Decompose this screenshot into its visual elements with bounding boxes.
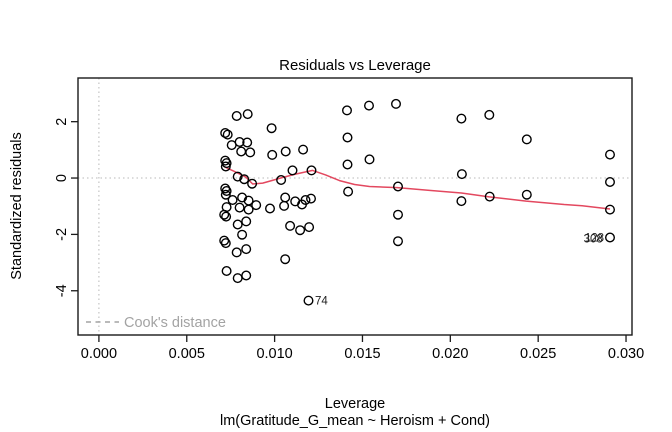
x-tick-label: 0.000 bbox=[81, 346, 117, 362]
data-point bbox=[304, 222, 315, 233]
outlier-label-308: 308 bbox=[584, 234, 603, 246]
data-point bbox=[231, 110, 242, 121]
outlier-data-point bbox=[303, 295, 314, 306]
y-tick-label: 0 bbox=[54, 174, 70, 182]
outlier-data-point bbox=[605, 232, 616, 243]
y-tick-label: 2 bbox=[54, 118, 70, 126]
data-point bbox=[241, 270, 252, 281]
data-point bbox=[364, 100, 375, 111]
data-point bbox=[456, 169, 467, 180]
data-point bbox=[456, 196, 467, 207]
data-point bbox=[276, 174, 287, 185]
data-point bbox=[605, 149, 616, 160]
data-point bbox=[484, 191, 495, 202]
data-point bbox=[242, 109, 253, 120]
y-tick-label: -2 bbox=[54, 228, 70, 241]
data-point bbox=[242, 137, 253, 148]
data-point bbox=[241, 244, 252, 255]
smooth-trend-line bbox=[224, 166, 611, 210]
data-point bbox=[220, 238, 231, 249]
data-point bbox=[342, 159, 353, 170]
data-point bbox=[234, 202, 245, 213]
data-point bbox=[220, 161, 231, 172]
x-tick-label: 0.015 bbox=[344, 346, 380, 362]
x-tick-label: 0.010 bbox=[256, 346, 292, 362]
data-point bbox=[285, 220, 296, 231]
data-point bbox=[484, 109, 495, 120]
outlier-label-74: 74 bbox=[315, 296, 328, 308]
data-point bbox=[364, 154, 375, 165]
x-axis-label: Leverage bbox=[324, 396, 386, 412]
data-point bbox=[393, 236, 404, 247]
model-formula-sublabel: lm(Gratitude_G_mean ~ Heroism + Cond) bbox=[220, 413, 490, 429]
data-point bbox=[521, 189, 532, 200]
data-point bbox=[219, 235, 230, 246]
data-point bbox=[220, 127, 231, 138]
data-point bbox=[297, 199, 308, 210]
x-tick-label: 0.020 bbox=[432, 346, 468, 362]
y-axis-label: Standardized residuals bbox=[9, 132, 25, 280]
data-point bbox=[279, 200, 290, 211]
x-tick-label: 0.005 bbox=[169, 346, 205, 362]
data-point bbox=[221, 185, 232, 196]
data-point bbox=[391, 98, 402, 109]
data-point bbox=[342, 132, 353, 143]
cooks-distance-legend-label: Cook's distance bbox=[124, 314, 226, 331]
data-point bbox=[247, 178, 258, 189]
data-point bbox=[237, 229, 248, 240]
x-tick-label: 0.030 bbox=[608, 346, 644, 362]
data-point bbox=[280, 254, 291, 265]
data-point bbox=[245, 147, 256, 158]
data-point bbox=[280, 146, 291, 157]
data-point bbox=[221, 266, 232, 277]
data-point bbox=[266, 123, 277, 134]
data-point bbox=[232, 273, 243, 284]
data-point bbox=[239, 174, 250, 185]
data-point bbox=[241, 216, 252, 227]
data-point bbox=[393, 181, 404, 192]
data-point bbox=[280, 192, 291, 203]
data-point bbox=[232, 219, 243, 230]
data-point bbox=[298, 144, 309, 155]
data-point bbox=[605, 204, 616, 215]
outlier-label-128: 128 bbox=[585, 233, 604, 245]
data-point bbox=[251, 200, 262, 211]
data-point bbox=[231, 247, 242, 258]
data-point bbox=[234, 136, 245, 147]
data-point bbox=[306, 165, 317, 176]
data-point bbox=[219, 209, 230, 220]
data-point bbox=[222, 129, 233, 140]
data-point bbox=[393, 209, 404, 220]
data-point bbox=[456, 113, 467, 124]
data-point bbox=[521, 134, 532, 145]
data-point bbox=[343, 186, 354, 197]
data-point bbox=[287, 165, 298, 176]
data-point bbox=[232, 171, 243, 182]
data-point bbox=[295, 225, 306, 236]
data-point bbox=[221, 211, 232, 222]
data-point bbox=[342, 105, 353, 116]
data-point bbox=[227, 194, 238, 205]
data-point bbox=[236, 146, 247, 157]
data-point bbox=[243, 204, 254, 215]
chart-title: Residuals vs Leverage bbox=[279, 57, 431, 74]
plot-box bbox=[77, 77, 633, 336]
data-point bbox=[220, 189, 231, 200]
x-tick-label: 0.025 bbox=[520, 346, 556, 362]
data-point bbox=[267, 149, 278, 160]
data-point bbox=[265, 203, 276, 214]
data-point bbox=[605, 176, 616, 187]
data-point bbox=[306, 193, 317, 204]
y-tick-label: -4 bbox=[54, 284, 70, 297]
